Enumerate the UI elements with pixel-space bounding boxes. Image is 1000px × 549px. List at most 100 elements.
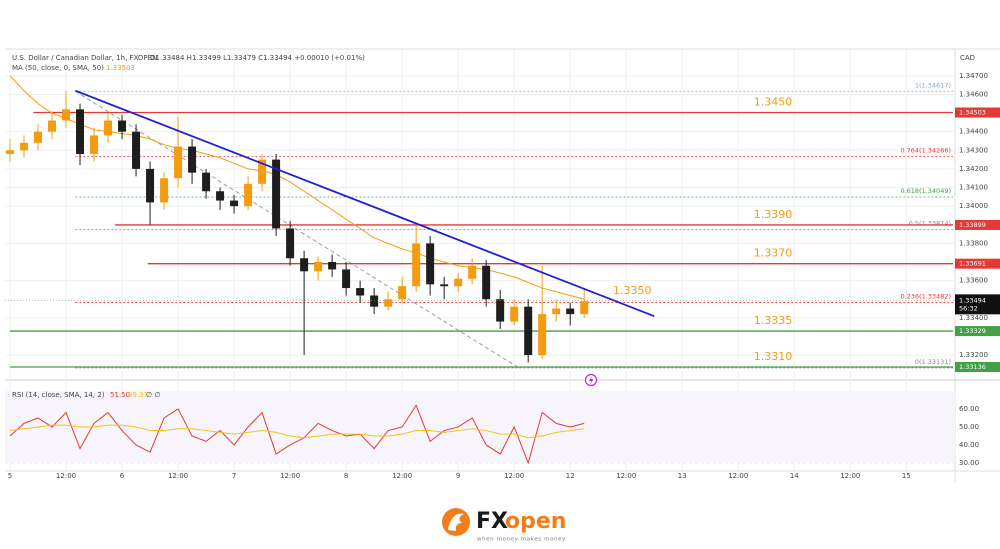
- candle-body: [230, 200, 239, 207]
- trendline: [75, 89, 655, 318]
- last-price-label: 1.33494: [959, 296, 986, 304]
- brand-open: open: [505, 509, 566, 534]
- brand-tagline: when money makes money: [477, 537, 566, 543]
- fib-label: 0.5(1.33874): [909, 220, 951, 228]
- candle-body: [482, 265, 491, 300]
- rsi-pane: [5, 390, 955, 465]
- candle-body: [286, 228, 295, 259]
- level-price-box: [955, 361, 1000, 372]
- y-tick-label: 1.33400: [959, 314, 988, 322]
- y-tick-label: 1.34300: [959, 146, 988, 154]
- level-price-box: [955, 326, 1000, 337]
- candle-body: [440, 284, 449, 287]
- candle-body: [384, 299, 393, 307]
- candle-body: [524, 306, 533, 356]
- candle-body: [76, 109, 85, 155]
- x-tick-label: 12:00: [616, 472, 636, 480]
- level-tag: 1.3310: [754, 350, 793, 363]
- x-tick-label: 5: [8, 472, 12, 480]
- rsi-ma-legend-value: 49.37: [128, 391, 148, 399]
- candle-body: [510, 306, 519, 322]
- candle-body: [216, 191, 225, 201]
- level-tag: 1.3450: [754, 96, 793, 109]
- logo-bird: [448, 513, 464, 531]
- alert-icon: [584, 373, 598, 387]
- rsi-tick-label: 40.00: [959, 441, 979, 449]
- candle-body: [328, 261, 337, 270]
- fib-label: 0(1.33131): [915, 358, 951, 366]
- candle-body: [356, 288, 365, 296]
- candle-body: [580, 301, 589, 315]
- chart-title: U.S. Dollar / Canadian Dollar, 1h, FXOPE…: [12, 54, 157, 62]
- rsi-tick-label: 30.00: [959, 459, 979, 467]
- candle-body: [468, 265, 477, 279]
- level-price-label: 1.33899: [959, 221, 986, 229]
- x-tick-label: 12:00: [728, 472, 748, 480]
- logo: FX open when money makes money: [442, 508, 566, 543]
- x-tick-label: 6: [120, 472, 125, 480]
- y-tick-label: 1.33800: [959, 239, 988, 247]
- candle-body: [146, 168, 155, 203]
- x-tick-label: 12:00: [840, 472, 860, 480]
- axis-unit: CAD: [960, 54, 975, 62]
- countdown-label: 56:32: [959, 304, 978, 312]
- level-price-label: 1.33329: [959, 327, 986, 335]
- level-tag: 1.3390: [754, 208, 793, 221]
- ma-legend: MA (50, close, 0, SMA, 50): [12, 64, 104, 72]
- candle-body: [398, 286, 407, 300]
- candle-body: [6, 150, 14, 155]
- y-tick-label: 1.33600: [959, 277, 988, 285]
- price-pane: 1(1.34617) 0.764(1.34266) 0.618(1.34049) 0.…: [5, 75, 955, 369]
- x-tick-label: 12:00: [280, 472, 300, 480]
- fib-label: 0.618(1.34049): [900, 187, 951, 195]
- candle-body: [552, 308, 561, 315]
- candle-body: [244, 183, 253, 207]
- level-price-label: 1.33136: [959, 363, 986, 371]
- x-tick-label: 7: [232, 472, 236, 480]
- candle-body: [202, 172, 211, 192]
- level-price-box: [955, 258, 1000, 269]
- rsi-band: [5, 390, 955, 463]
- y-tick-label: 1.34200: [959, 165, 988, 173]
- rsi-legend-note: ∅ ∅: [146, 391, 160, 399]
- fib-label: 1(1.34617): [915, 81, 951, 89]
- fib-diagonal: [75, 90, 520, 369]
- candle-body: [300, 258, 309, 272]
- candle-body: [34, 131, 43, 143]
- candle-body: [342, 269, 351, 289]
- rsi-title: RSI (14, close, SMA, 14, 2): [12, 391, 105, 399]
- x-tick-label: 12:00: [168, 472, 188, 480]
- alert-bolt: [589, 376, 594, 385]
- x-tick-label: 13: [678, 472, 687, 480]
- brand-fx: FX: [476, 509, 508, 534]
- candle-body: [62, 109, 71, 121]
- trendline-tag: 1.3350: [613, 284, 652, 297]
- candle-body: [104, 120, 113, 136]
- level-tag: 1.3370: [754, 247, 793, 260]
- fib-label: 0.236(1.33482): [900, 293, 951, 301]
- candle-body: [538, 314, 547, 356]
- candle-body: [258, 159, 267, 184]
- rsi-line: [9, 424, 585, 439]
- candle-body: [426, 243, 435, 285]
- x-tick-label: 12:00: [504, 472, 524, 480]
- candle-body: [132, 131, 141, 169]
- level-tag: 1.3335: [754, 314, 793, 327]
- candle-body: [174, 146, 183, 179]
- rsi-line: [9, 404, 585, 465]
- candle-body: [20, 142, 29, 151]
- level-price-box: [955, 107, 1000, 118]
- candle-body: [188, 146, 197, 173]
- fib-label: 0.764(1.34266): [900, 147, 951, 155]
- candle-body: [118, 120, 127, 132]
- y-tick-label: 1.33200: [959, 351, 988, 359]
- x-tick-label: 15: [902, 472, 911, 480]
- x-tick-label: 14: [790, 472, 799, 480]
- x-tick-label: 9: [456, 472, 460, 480]
- last-price-box: [955, 294, 1000, 315]
- candle-body: [160, 178, 169, 203]
- ma-legend-value: 1.33503: [106, 64, 135, 72]
- y-tick-label: 1.34000: [959, 202, 988, 210]
- y-tick-label: 1.34100: [959, 184, 988, 192]
- candle-body: [412, 243, 421, 287]
